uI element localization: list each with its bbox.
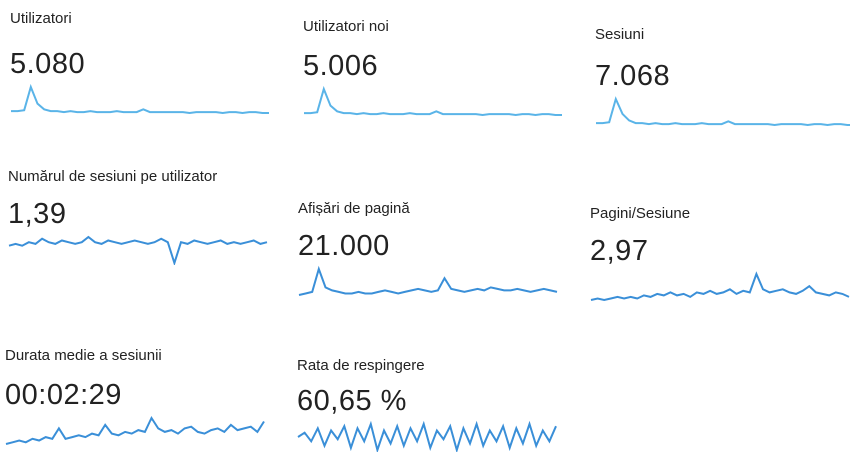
metric-value: 7.068 [595, 60, 671, 92]
metric-card: Pagini/Sesiune 2,97 [590, 205, 850, 302]
sparkline-line [298, 265, 558, 296]
sparkline [8, 235, 268, 265]
sparkline [11, 83, 269, 115]
metric-label: Pagini/Sesiune [590, 205, 691, 222]
sparkline-line [5, 415, 265, 445]
sparkline-line [297, 420, 557, 452]
sparkline [590, 271, 850, 302]
metric-value: 00:02:29 [5, 379, 122, 411]
metric-card: Rata de respingere 60,65 % [297, 357, 559, 452]
sparkline-line [596, 96, 850, 127]
sparkline-line [8, 235, 268, 265]
metric-card: Numărul de sesiuni pe utilizator 1,39 [8, 168, 270, 265]
metric-label: Afișări de pagină [298, 200, 410, 217]
metric-value: 60,65 % [297, 385, 407, 417]
metric-card: Sesiuni 7.068 [595, 26, 850, 127]
metric-value: 5.006 [303, 50, 379, 82]
sparkline [5, 415, 265, 445]
metric-card: Durata medie a sesiunii 00:02:29 [5, 347, 267, 446]
sparkline-line [11, 83, 269, 115]
sparkline [298, 265, 558, 296]
metric-label: Numărul de sesiuni pe utilizator [8, 168, 218, 185]
metric-value: 21.000 [298, 230, 390, 262]
metric-card: Utilizatori 5.080 [10, 10, 272, 115]
sparkline [304, 85, 562, 117]
sparkline-line [590, 271, 850, 302]
sparkline [297, 420, 557, 452]
metric-card: Afișări de pagină 21.000 [298, 200, 560, 297]
metric-label: Utilizatori noi [303, 18, 389, 35]
metric-value: 2,97 [590, 235, 649, 267]
metric-label: Durata medie a sesiunii [5, 347, 162, 364]
metric-label: Rata de respingere [297, 357, 425, 374]
metric-label: Sesiuni [595, 26, 645, 43]
metric-value: 5.080 [10, 48, 86, 80]
sparkline-line [304, 85, 562, 117]
metric-label: Utilizatori [10, 10, 72, 27]
metric-card: Utilizatori noi 5.006 [303, 18, 565, 117]
metric-value: 1,39 [8, 198, 67, 230]
sparkline [596, 96, 850, 127]
